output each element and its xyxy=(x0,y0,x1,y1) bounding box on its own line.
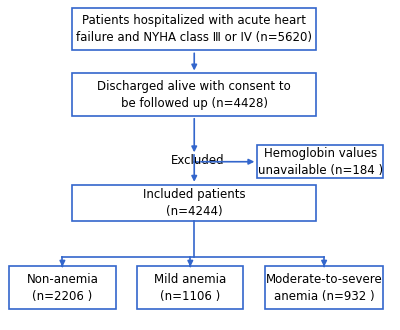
Text: Excluded: Excluded xyxy=(171,153,225,167)
FancyBboxPatch shape xyxy=(72,73,316,116)
FancyBboxPatch shape xyxy=(72,184,316,221)
Text: Patients hospitalized with acute heart
failure and NYHA class Ⅲ or IV (n=5620): Patients hospitalized with acute heart f… xyxy=(76,14,312,44)
FancyBboxPatch shape xyxy=(72,8,316,50)
Text: Non-anemia
(n=2206 ): Non-anemia (n=2206 ) xyxy=(26,273,98,303)
Text: Mild anemia
(n=1106 ): Mild anemia (n=1106 ) xyxy=(154,273,226,303)
FancyBboxPatch shape xyxy=(137,266,244,309)
FancyBboxPatch shape xyxy=(265,266,383,309)
Text: Moderate-to-severe
anemia (n=932 ): Moderate-to-severe anemia (n=932 ) xyxy=(266,273,382,303)
Text: Discharged alive with consent to
be followed up (n=4428): Discharged alive with consent to be foll… xyxy=(97,80,291,110)
Text: Included patients
(n=4244): Included patients (n=4244) xyxy=(143,188,246,217)
FancyBboxPatch shape xyxy=(257,146,383,178)
FancyBboxPatch shape xyxy=(9,266,116,309)
Text: Hemoglobin values
unavailable (n=184 ): Hemoglobin values unavailable (n=184 ) xyxy=(258,147,383,177)
